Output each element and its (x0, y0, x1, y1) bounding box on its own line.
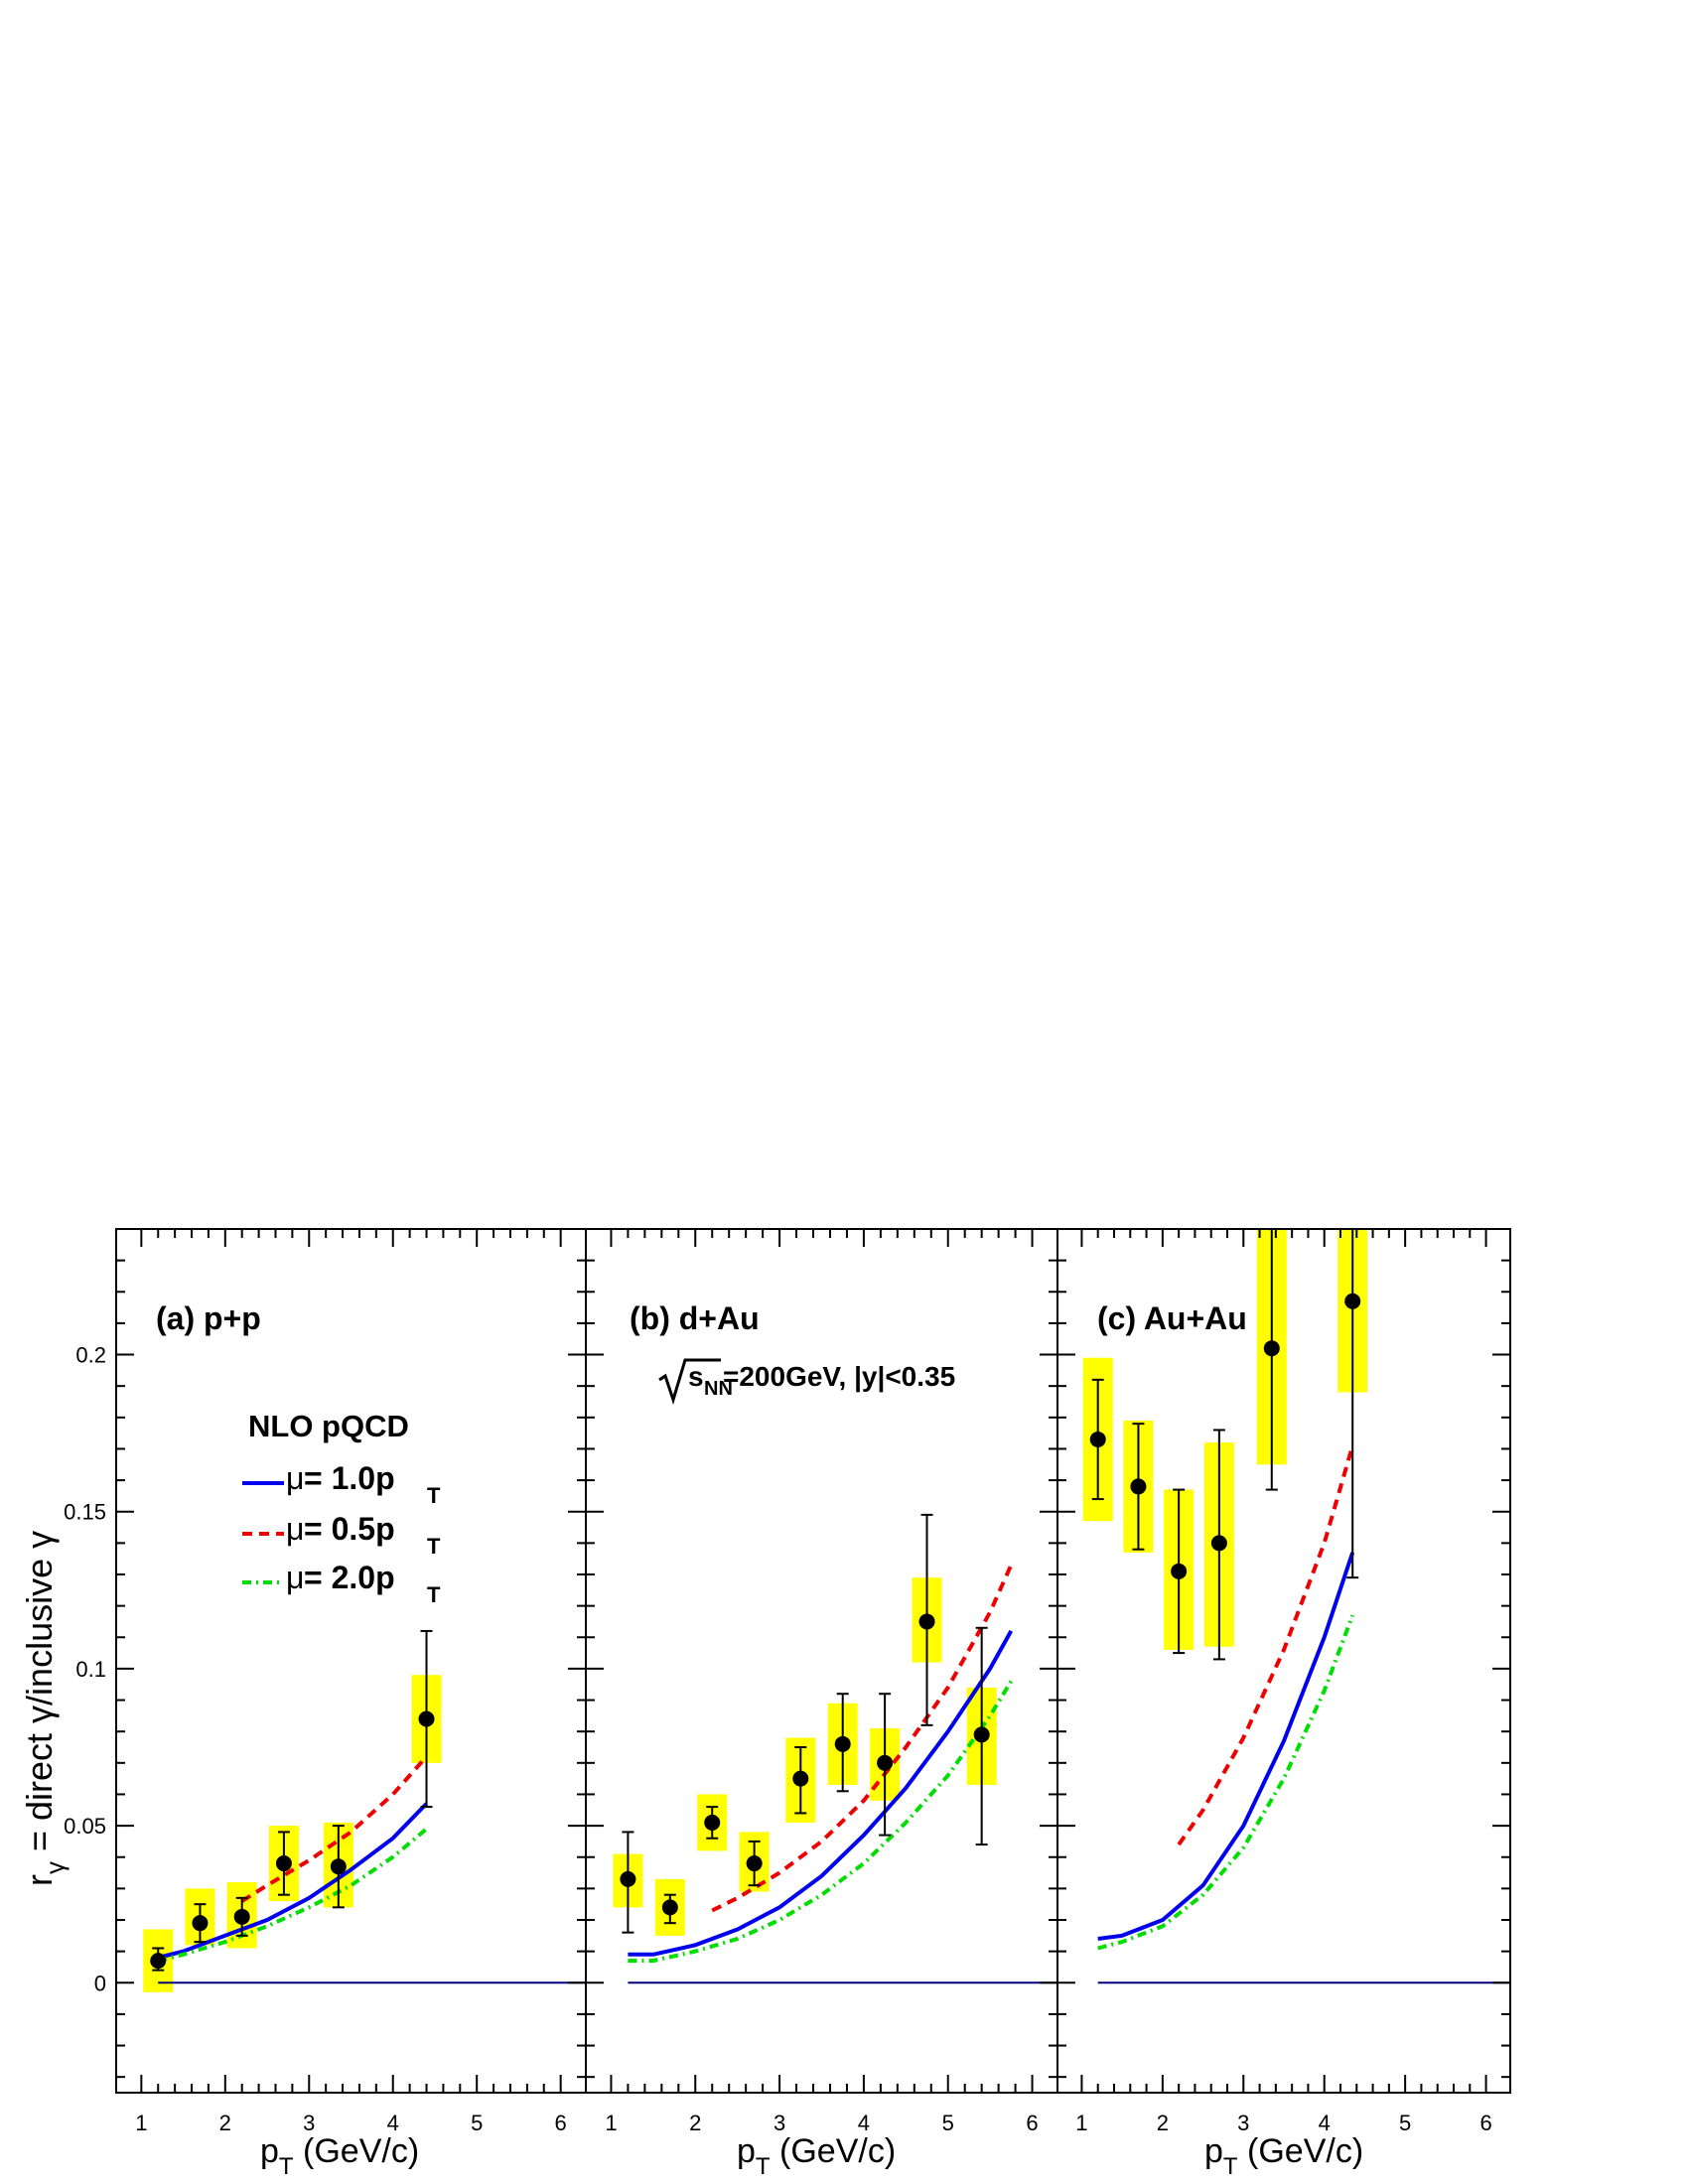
data-point (1171, 1563, 1188, 1579)
theory-curve-dashed (1177, 1444, 1355, 1846)
sqrt-sign-icon (658, 1358, 721, 1405)
x-tick-label: 6 (1026, 2111, 1038, 2135)
legend-mu-symbol: μ (286, 1560, 304, 1595)
data-point (1130, 1478, 1147, 1495)
legend-label-1: = 1.0p (304, 1460, 395, 1496)
x-axis-title-pp: pT (GeV/c) (260, 2132, 419, 2180)
legend-title: NLO pQCD (248, 1409, 409, 1443)
data-point (877, 1754, 894, 1771)
x-tick-label: 5 (1399, 2111, 1411, 2135)
theory-curve-dashed (711, 1564, 1014, 1913)
panel-title-auau: (c) Au+Au (1097, 1300, 1247, 1336)
x-tick-label: 4 (1319, 2111, 1331, 2135)
panel-title-pp: (a) p+p (156, 1300, 261, 1336)
x-tick-label: 2 (219, 2111, 231, 2135)
x-axis-title-sub: T (1223, 2153, 1238, 2180)
plot-area-auau (1082, 1229, 1510, 1984)
theory-curve-dashed (240, 1755, 428, 1903)
x-tick-label: 3 (303, 2111, 315, 2135)
x-tick-label: 2 (689, 2111, 701, 2135)
y-tick-label: 0.1 (75, 1657, 106, 1682)
x-axis-title-p: p (737, 2132, 756, 2170)
y-tick-label: 0.05 (64, 1814, 106, 1839)
theory-curve-dashdot (1097, 1614, 1355, 1951)
x-tick-label: 6 (1479, 2111, 1491, 2135)
data-point (275, 1855, 292, 1872)
data-point (661, 1899, 678, 1916)
legend-sub-2: T (427, 1534, 441, 1559)
legend-mu-symbol: μ (286, 1511, 304, 1547)
data-point (704, 1814, 721, 1831)
data-point (746, 1855, 763, 1872)
theory-curve-solid (628, 1629, 1014, 1957)
panel-frame (1056, 1228, 1511, 2094)
x-axis-title-sub: T (279, 2153, 294, 2180)
panel-pp: 1 2 3 4 5 6 0 0.05 0.1 0.15 0.2 (64, 1228, 587, 2135)
y-tick-label: 0 (94, 1971, 106, 1995)
legend-mu-symbol: μ (286, 1460, 304, 1496)
data-point (192, 1915, 209, 1932)
x-tick-label: 3 (1237, 2111, 1249, 2135)
panel-title-dau: (b) d+Au (630, 1300, 760, 1336)
data-point (1263, 1340, 1280, 1357)
data-point (233, 1908, 250, 1925)
x-axis-title-auau: pT (GeV/c) (1204, 2132, 1363, 2180)
data-point (418, 1710, 435, 1727)
data-point (834, 1735, 851, 1752)
y-tick-label: 0.15 (64, 1500, 106, 1525)
theory-curve-solid (157, 1802, 428, 1960)
data-point (330, 1858, 347, 1875)
data-point (1344, 1293, 1361, 1309)
legend-label-2: = 0.5p (304, 1511, 395, 1547)
x-tick-label: 1 (1075, 2111, 1087, 2135)
legend-entry-mu-1: μ = 1.0p T (242, 1460, 441, 1508)
theory-curve-solid (1097, 1552, 1355, 1941)
x-tick-label: 5 (471, 2111, 483, 2135)
panel-auau: 1 2 3 4 5 6 (1056, 1228, 1511, 2135)
annotation-s: s (688, 1361, 704, 1392)
x-axis-title-unit: (GeV/c) (771, 2132, 897, 2170)
data-point (620, 1870, 636, 1887)
annotation-energy-rapidity: =200GeV, |y|<0.35 (723, 1361, 955, 1392)
data-point (1089, 1431, 1106, 1447)
x-axis-title-unit: (GeV/c) (1238, 2132, 1364, 2170)
y-axis-title-r: r (19, 1874, 60, 1886)
plot-area-pp (143, 1629, 586, 1992)
data-point (918, 1613, 935, 1630)
x-axis-title-p: p (260, 2132, 279, 2170)
y-axis-title-sub: γ (40, 1861, 70, 1874)
x-tick-label: 4 (387, 2111, 399, 2135)
data-point (973, 1726, 990, 1743)
legend: NLO pQCD μ = 1.0p T μ = 0.5p T μ = 2.0p … (242, 1409, 441, 1607)
plot-area-dau (613, 1513, 1057, 1984)
x-axis-title-sub: T (756, 2153, 771, 2180)
x-axis-title-unit: (GeV/c) (294, 2132, 420, 2170)
x-tick-label: 5 (942, 2111, 954, 2135)
panel-dau: 1 2 3 4 5 6 (585, 1228, 1058, 2135)
annotation-s-sub: NN (704, 1378, 733, 1400)
legend-label-3: = 2.0p (304, 1560, 395, 1595)
x-tick-label: 4 (858, 2111, 870, 2135)
x-axis-title-p: p (1204, 2132, 1223, 2170)
y-tick-label: 0.2 (75, 1343, 106, 1368)
legend-entry-mu-2: μ = 0.5p T (242, 1511, 441, 1559)
legend-sub-1: T (427, 1483, 441, 1508)
data-point (150, 1953, 167, 1970)
x-tick-label: 3 (774, 2111, 785, 2135)
x-axis-title-dau: pT (GeV/c) (737, 2132, 896, 2180)
data-point (1210, 1535, 1227, 1552)
x-tick-label: 6 (555, 2111, 567, 2135)
x-tick-label: 1 (605, 2111, 617, 2135)
x-tick-label: 2 (1157, 2111, 1169, 2135)
legend-sub-3: T (427, 1582, 441, 1607)
collision-annotation: s NN =200GeV, |y|<0.35 (658, 1358, 955, 1405)
y-axis-title: rγ = direct γ/inclusive γ (19, 1531, 70, 1886)
y-axis-title-rest: = direct γ/inclusive γ (19, 1531, 60, 1861)
x-tick-label: 1 (135, 2111, 147, 2135)
data-point (792, 1770, 809, 1787)
legend-entry-mu-3: μ = 2.0p T (242, 1560, 441, 1607)
